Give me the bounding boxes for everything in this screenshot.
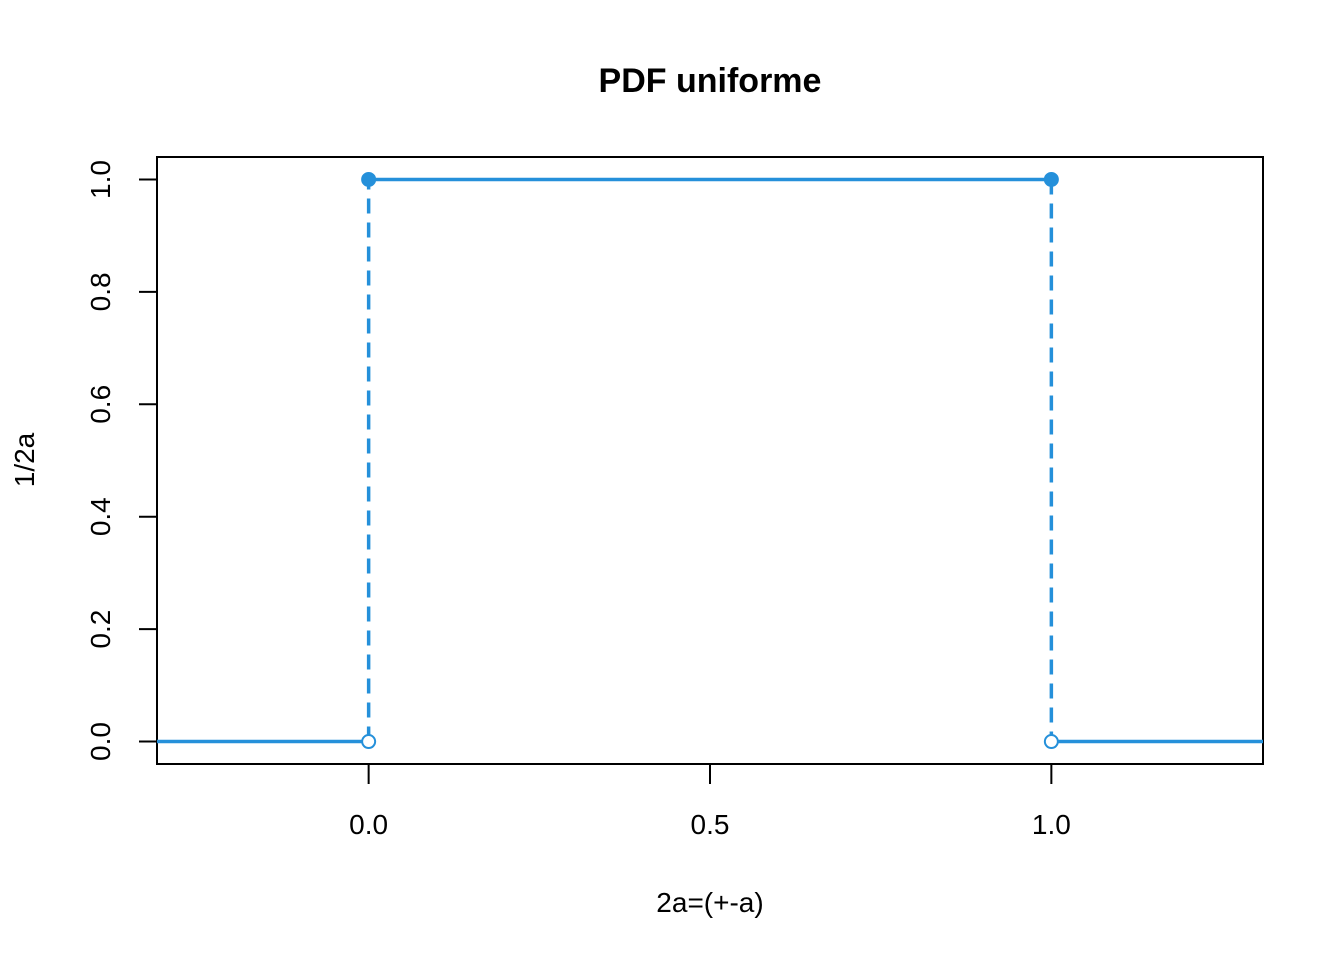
y-tick-label: 0.0	[85, 722, 116, 761]
y-tick-label: 0.2	[85, 610, 116, 649]
y-axis: 0.0 0.2 0.4 0.6 0.8 1.0	[85, 160, 158, 761]
chart-title: PDF uniforme	[599, 62, 822, 100]
y-tick-label: 0.8	[85, 272, 116, 311]
closed-point	[1043, 171, 1059, 187]
x-tick-label: 0.5	[691, 809, 730, 840]
closed-point	[361, 171, 377, 187]
pdf-series	[157, 171, 1263, 750]
open-point	[361, 734, 377, 750]
x-tick-label: 1.0	[1032, 809, 1071, 840]
x-axis: 0.0 0.5 1.0	[349, 763, 1071, 840]
y-tick-label: 0.4	[85, 497, 116, 536]
y-tick-label: 1.0	[85, 160, 116, 199]
y-axis-label: 1/2a	[9, 432, 40, 487]
y-tick-label: 0.6	[85, 385, 116, 424]
x-axis-label: 2a=(+-a)	[656, 887, 763, 918]
open-point	[1043, 734, 1059, 750]
plot-frame	[156, 156, 1264, 765]
x-tick-label: 0.0	[349, 809, 388, 840]
